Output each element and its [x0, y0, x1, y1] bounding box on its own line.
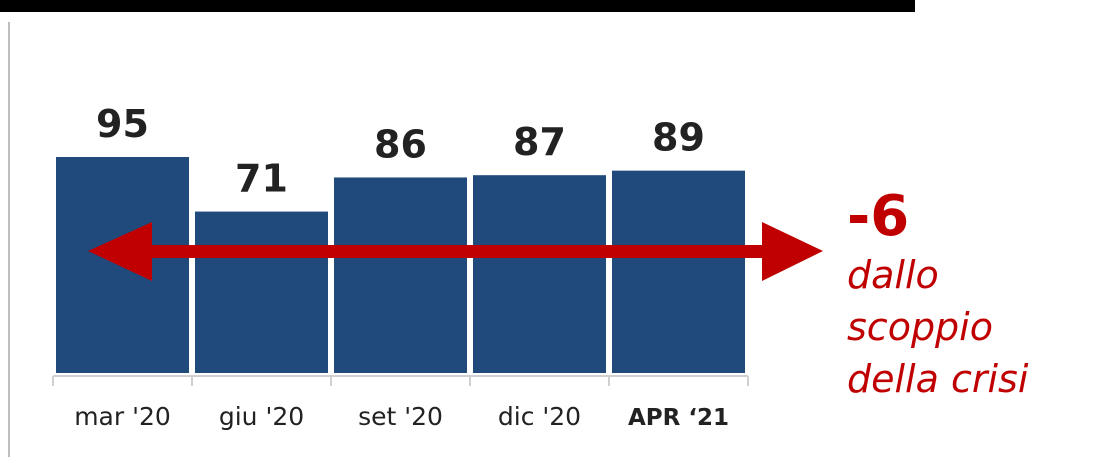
x-tick-labels: mar '20 giu '20 set '20 dic '20 APR ‘21: [74, 402, 729, 431]
value-label-apr-21: 89: [652, 116, 705, 160]
tick-label-apr-21: APR ‘21: [628, 405, 729, 431]
value-label-dic-20: 87: [513, 120, 566, 164]
arrow-head-left: [88, 222, 152, 281]
annotation-line-2: scoppio: [847, 305, 993, 349]
tick-label-dic-20: dic '20: [498, 402, 581, 431]
bar-giu-20: [195, 211, 328, 373]
value-label-set-20: 86: [374, 122, 427, 166]
top-border: [0, 0, 915, 12]
value-label-mar-20: 95: [96, 102, 149, 146]
delta-value: -6: [847, 184, 910, 249]
left-divider: [8, 22, 10, 457]
arrow-head-right: [762, 222, 823, 281]
bar-set-20: [334, 177, 467, 373]
change-annotation: -6 dallo scoppio della crisi: [847, 185, 1028, 405]
annotation-line-3: della crisi: [847, 357, 1029, 401]
value-labels: 95 71 86 87 89: [96, 102, 705, 201]
tick-label-giu-20: giu '20: [219, 402, 304, 431]
x-axis: [52, 375, 749, 386]
tick-label-set-20: set '20: [358, 402, 443, 431]
tick-label-mar-20: mar '20: [74, 402, 171, 431]
bar-apr-21: [612, 170, 745, 373]
annotation-line-1: dallo: [847, 253, 939, 297]
value-label-giu-20: 71: [235, 157, 288, 201]
bar-dic-20: [473, 175, 606, 373]
arrow-shaft: [150, 245, 765, 258]
bar-chart: 95 71 86 87 89 mar '20 giu '20 set '20 dic '20 A…: [52, 102, 823, 431]
bars: [56, 157, 745, 373]
double-arrow-icon: [88, 222, 823, 281]
